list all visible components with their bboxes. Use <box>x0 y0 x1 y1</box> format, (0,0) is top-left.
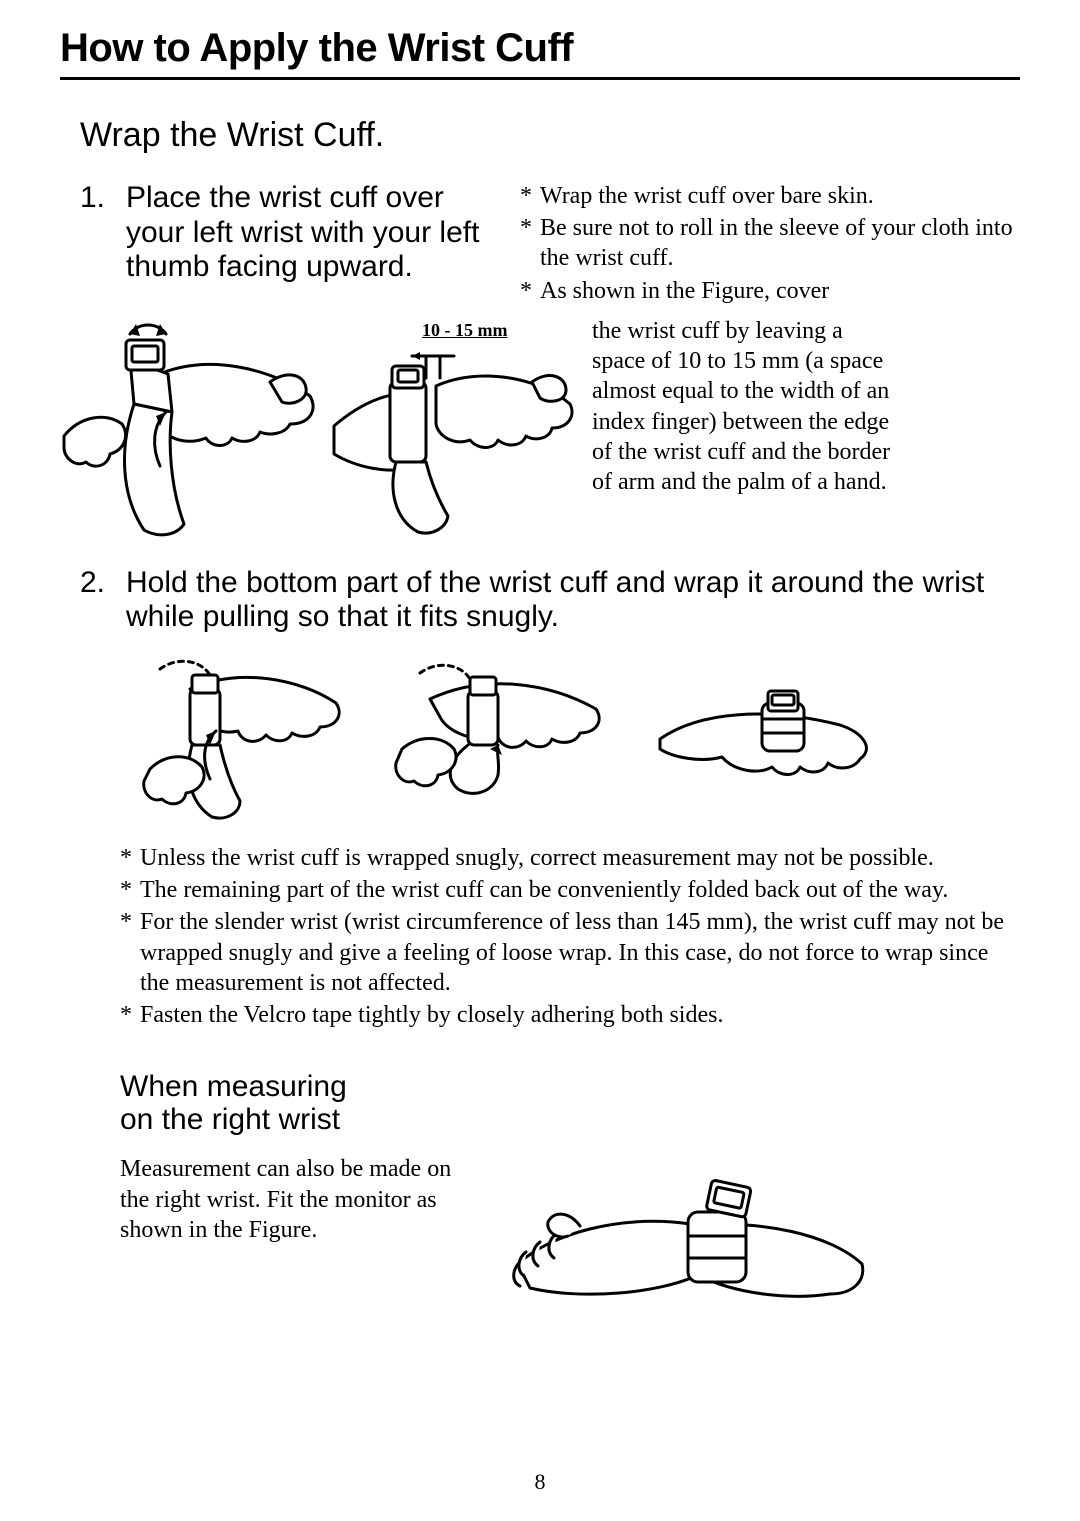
note2c: For the slender wrist (wrist circumferen… <box>140 907 1010 998</box>
right-wrist-text: Measurement can also be made on the righ… <box>120 1154 480 1245</box>
step1-block: 1. Place the wrist cuff over your left w… <box>60 181 1020 308</box>
note2a: Unless the wrist cuff is wrapped snugly,… <box>140 843 934 873</box>
step2-number: 2. <box>80 566 114 600</box>
step1-notes: *Wrap the wrist cuff over bare skin. *Be… <box>520 181 1020 306</box>
note2b: The remaining part of the wrist cuff can… <box>140 875 948 905</box>
step2-notes: *Unless the wrist cuff is wrapped snugly… <box>120 843 1010 1030</box>
manual-page: How to Apply the Wrist Cuff Wrap the Wri… <box>0 0 1080 1521</box>
right-wrist-heading: When measuring on the right wrist <box>120 1070 1020 1136</box>
step2-figures <box>130 649 1020 829</box>
note1a: Wrap the wrist cuff over bare skin. <box>540 181 874 211</box>
gap-label: 10 - 15 mm <box>422 320 507 341</box>
note1c-continuation: the wrist cuff by leaving a space of 10 … <box>592 316 892 497</box>
note1c: As shown in the Figure, cover <box>540 276 829 306</box>
step2-block: 2. Hold the bottom part of the wrist cuf… <box>60 566 1020 635</box>
page-title: How to Apply the Wrist Cuff <box>60 26 1020 80</box>
step2-text: Hold the bottom part of the wrist cuff a… <box>126 566 1020 635</box>
step1-text: Place the wrist cuff over your left wris… <box>126 181 490 285</box>
right-wrist-block: Measurement can also be made on the righ… <box>60 1154 1020 1324</box>
note1b: Be sure not to roll in the sleeve of you… <box>540 213 1020 273</box>
step1-figures: 10 - 15 mm <box>60 316 1020 546</box>
note2d: Fasten the Velcro tape tightly by closel… <box>140 1000 723 1030</box>
figure-gap <box>330 316 580 546</box>
figure-wrap-sequence <box>130 649 890 829</box>
figure-place-cuff <box>60 316 330 546</box>
step1-number: 1. <box>80 181 114 215</box>
figure-right-wrist <box>510 1154 870 1324</box>
page-number: 8 <box>0 1469 1080 1495</box>
section-subtitle: Wrap the Wrist Cuff. <box>80 116 1020 155</box>
